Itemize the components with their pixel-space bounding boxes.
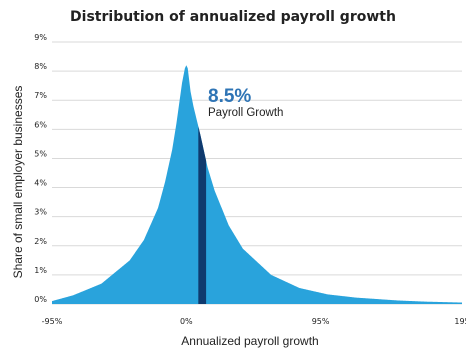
y-tick-label: 5% xyxy=(34,149,47,158)
distribution-area xyxy=(52,65,462,304)
y-tick-label: 9% xyxy=(34,33,47,42)
annotation-value: 8.5% xyxy=(208,86,252,107)
y-tick-label: 3% xyxy=(34,208,47,217)
y-tick-label: 0% xyxy=(34,295,47,304)
highlight-band xyxy=(198,126,207,304)
x-tick-label: 195 xyxy=(454,317,466,326)
x-tick-label: 95% xyxy=(312,317,330,326)
x-tick-label: 0% xyxy=(180,317,193,326)
chart-title: Distribution of annualized payroll growt… xyxy=(70,9,396,25)
y-tick-label: 7% xyxy=(34,91,47,100)
x-tick-label: -95% xyxy=(42,317,63,326)
y-axis-label: Share of small employer businesses xyxy=(11,85,25,279)
x-axis-label: Annualized payroll growth xyxy=(181,334,319,348)
y-tick-label: 2% xyxy=(34,237,47,246)
annotation-text: Payroll Growth xyxy=(208,107,284,119)
distribution-area-fill xyxy=(52,65,462,304)
y-tick-label: 8% xyxy=(34,62,47,71)
y-tick-label: 4% xyxy=(34,179,47,188)
y-tick-label: 1% xyxy=(34,266,47,275)
y-tick-label: 6% xyxy=(34,120,47,129)
x-axis-ticks: -95% 0% 95% 195 xyxy=(42,317,466,326)
y-axis-ticks: 0% 1% 2% 3% 4% 5% 6% 7% 8% 9% xyxy=(34,33,47,304)
